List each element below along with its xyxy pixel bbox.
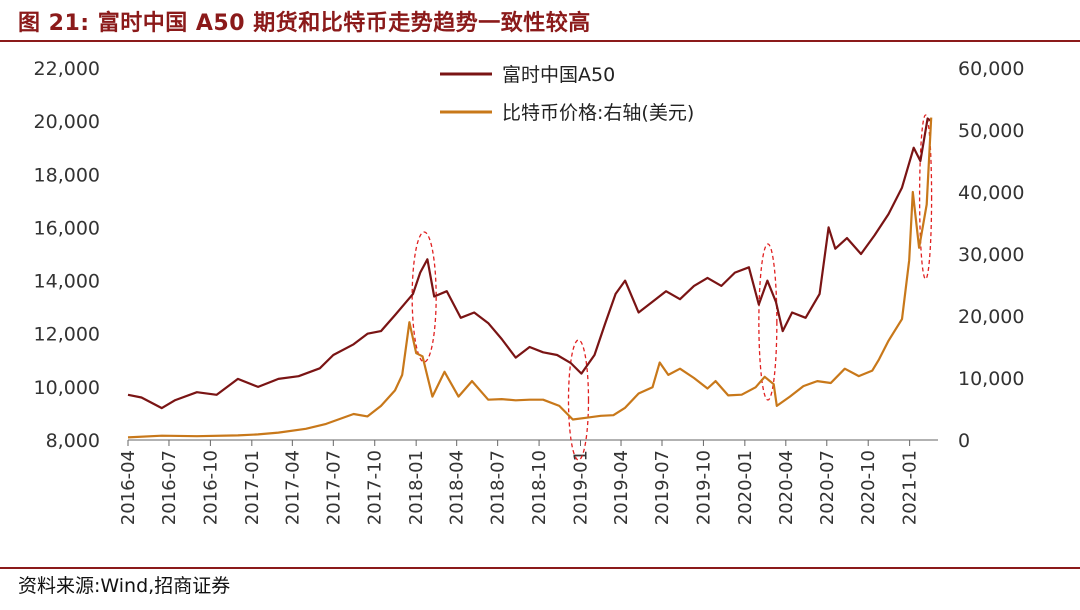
y-right-tick-label: 40,000 xyxy=(958,182,1024,204)
x-tick-label: 2020-04 xyxy=(776,450,797,525)
legend-label-btc: 比特币价格:右轴(美元) xyxy=(502,102,694,124)
y-left-tick-label: 22,000 xyxy=(34,58,100,80)
highlight-ellipse xyxy=(758,243,778,401)
x-tick-label: 2020-07 xyxy=(817,450,838,525)
x-tick-label: 2020-01 xyxy=(735,450,756,525)
x-tick-label: 2017-01 xyxy=(242,450,263,525)
x-tick-label: 2017-07 xyxy=(323,450,344,525)
y-right-tick-label: 30,000 xyxy=(958,244,1024,266)
x-tick-label: 2016-07 xyxy=(159,450,180,525)
x-tick-label: 2016-10 xyxy=(200,450,221,525)
highlight-ellipse xyxy=(567,339,590,461)
y-left-tick-label: 12,000 xyxy=(34,324,100,346)
x-tick-label: 2019-10 xyxy=(693,450,714,525)
x-tick-label: 2021-01 xyxy=(900,450,921,525)
y-left-tick-label: 18,000 xyxy=(34,164,100,186)
highlight-ellipse xyxy=(918,114,933,280)
highlight-ellipse xyxy=(411,231,437,363)
title-bar: 图 21: 富时中国 A50 期货和比特币走势趋势一致性较高 xyxy=(0,0,1080,42)
x-tick-label: 2019-04 xyxy=(611,450,632,525)
legend-label-a50: 富时中国A50 xyxy=(502,64,615,86)
y-right-tick-label: 60,000 xyxy=(958,58,1024,80)
y-left-tick-label: 20,000 xyxy=(34,111,100,133)
y-right-tick-label: 0 xyxy=(958,430,970,452)
y-left-tick-label: 14,000 xyxy=(34,271,100,293)
x-tick-label: 2018-04 xyxy=(447,450,468,525)
x-tick-label: 2017-10 xyxy=(365,450,386,525)
x-tick-label: 2018-10 xyxy=(529,450,550,525)
x-tick-label: 2018-01 xyxy=(406,450,427,525)
chart-title: 图 21: 富时中国 A50 期货和比特币走势趋势一致性较高 xyxy=(18,11,591,36)
y-left-tick-label: 16,000 xyxy=(34,217,100,239)
y-right-tick-label: 50,000 xyxy=(958,120,1024,142)
btc-series-line xyxy=(127,117,933,439)
x-tick-label: 2019-01 xyxy=(571,450,592,525)
y-left-tick-label: 10,000 xyxy=(34,377,100,399)
dual-axis-line-chart: 8,000 10,000 12,000 14,000 16,000 18,000 20,00… xyxy=(34,58,1025,525)
x-tick-label: 2016-04 xyxy=(118,450,139,525)
a50-series-line xyxy=(127,117,932,410)
y-left-tick-label: 8,000 xyxy=(46,430,100,452)
x-tick-label: 2019-07 xyxy=(652,450,673,525)
y-right-tick-label: 20,000 xyxy=(958,306,1024,328)
x-tick-label: 2018-07 xyxy=(488,450,509,525)
footer-divider xyxy=(0,567,1080,569)
x-tick-label: 2020-10 xyxy=(858,450,879,525)
x-tick-label: 2017-04 xyxy=(282,450,303,525)
source-note: 资料来源:Wind,招商证券 xyxy=(18,575,231,597)
y-right-tick-label: 10,000 xyxy=(958,368,1024,390)
